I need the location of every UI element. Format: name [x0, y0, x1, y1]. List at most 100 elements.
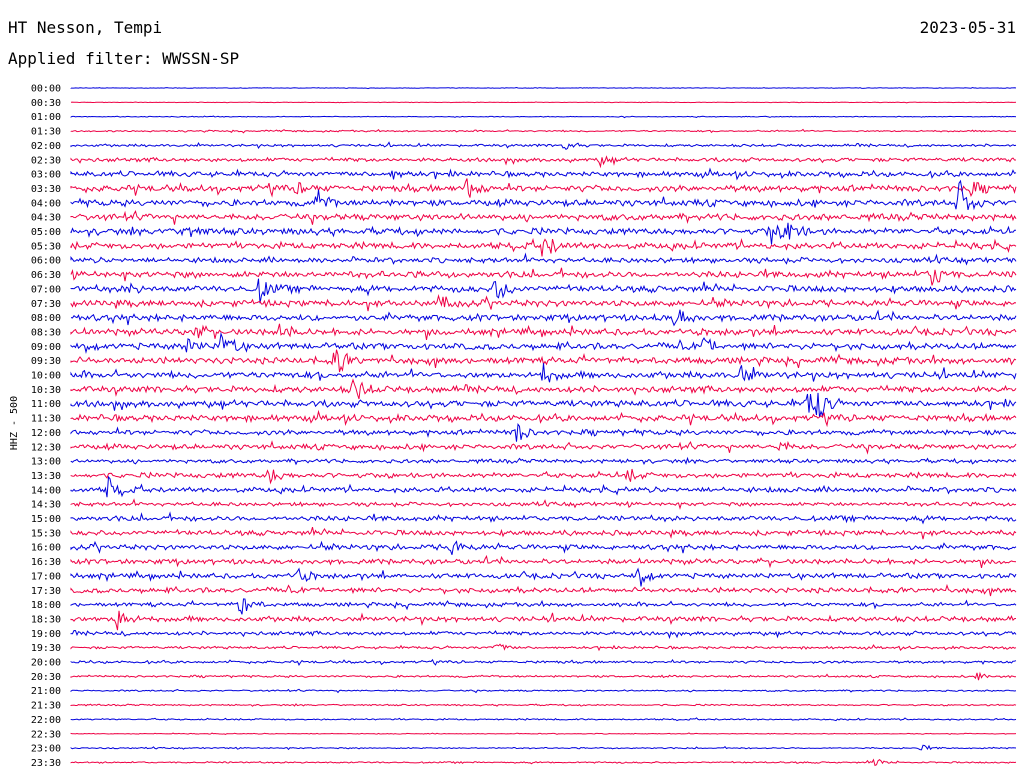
row-time-label: 08:30: [31, 327, 61, 338]
trace-line: [70, 392, 1017, 418]
trace-line: [70, 475, 1017, 498]
trace-line: [70, 237, 1017, 257]
row-time-label: 19:00: [31, 629, 61, 640]
trace-line: [70, 688, 1017, 694]
row-time-label: 17:00: [31, 571, 61, 582]
row-time-label: 16:00: [31, 543, 61, 554]
trace-line: [70, 610, 1017, 631]
row-time-label: 02:00: [31, 141, 61, 152]
row-time-label: 13:00: [31, 457, 61, 468]
row-time-label: 17:30: [31, 586, 61, 597]
row-time-label: 11:00: [31, 399, 61, 410]
row-time-label: 20:00: [31, 658, 61, 669]
row-time-label: 09:30: [31, 356, 61, 367]
trace-line: [70, 378, 1017, 400]
row-time-label: 21:30: [31, 701, 61, 712]
trace-line: [70, 758, 1017, 767]
trace-line: [70, 252, 1017, 266]
row-time-label: 19:30: [31, 643, 61, 654]
date-label: 2023-05-31: [919, 18, 1016, 37]
row-time-label: 00:30: [31, 98, 61, 109]
row-time-label: 18:30: [31, 614, 61, 625]
row-time-label: 21:00: [31, 686, 61, 697]
trace-line: [70, 468, 1017, 485]
trace-line: [70, 363, 1017, 383]
trace-line: [70, 440, 1017, 455]
trace-line: [70, 511, 1017, 525]
trace-line: [70, 598, 1017, 615]
row-time-label: 12:30: [31, 442, 61, 453]
trace-line: [70, 331, 1017, 354]
row-time-label: 05:30: [31, 241, 61, 252]
trace-line: [70, 744, 1017, 751]
row-time-label: 06:00: [31, 256, 61, 267]
trace-line: [70, 456, 1017, 466]
row-time-label: 07:30: [31, 299, 61, 310]
row-time-label: 14:00: [31, 485, 61, 496]
row-time-label: 15:30: [31, 528, 61, 539]
row-time-label: 04:00: [31, 198, 61, 209]
trace-line: [70, 671, 1017, 681]
trace-line: [70, 349, 1017, 373]
trace-line: [70, 209, 1017, 225]
row-time-label: 20:30: [31, 672, 61, 683]
row-time-label: 15:00: [31, 514, 61, 525]
row-time-label: 22:00: [31, 715, 61, 726]
trace-line: [70, 309, 1017, 327]
trace-line: [70, 101, 1017, 104]
row-time-label: 14:30: [31, 500, 61, 511]
trace-line: [70, 128, 1016, 134]
trace-line: [70, 540, 1017, 555]
row-time-label: 07:00: [31, 284, 61, 295]
trace-line: [70, 293, 1017, 312]
trace-line: [70, 115, 1017, 119]
row-time-label: 04:30: [31, 213, 61, 224]
row-time-label: 00:00: [31, 84, 61, 95]
row-time-label: 12:00: [31, 428, 61, 439]
trace-line: [70, 629, 1017, 640]
trace-line: [70, 278, 1017, 304]
row-time-label: 06:30: [31, 270, 61, 281]
row-time-label: 09:00: [31, 342, 61, 353]
trace-line: [70, 526, 1017, 540]
row-time-label: 11:30: [31, 414, 61, 425]
trace-line: [70, 141, 1017, 150]
trace-line: [70, 643, 1017, 652]
trace-line: [70, 732, 1017, 735]
trace-line: [70, 583, 1017, 597]
trace-line: [70, 179, 1017, 211]
station-title: HT Nesson, Tempi: [8, 18, 163, 37]
row-time-label: 08:00: [31, 313, 61, 324]
row-time-label: 02:30: [31, 155, 61, 166]
trace-line: [70, 658, 1017, 666]
trace-line: [70, 267, 1017, 286]
row-time-label: 03:30: [31, 184, 61, 195]
row-time-label: 01:30: [31, 127, 61, 138]
row-time-label: 03:00: [31, 170, 61, 181]
trace-line: [70, 567, 1017, 587]
y-axis-label: HHZ - 500: [9, 396, 20, 450]
row-time-label: 10:00: [31, 371, 61, 382]
row-time-label: 18:00: [31, 600, 61, 611]
row-time-label: 13:30: [31, 471, 61, 482]
trace-line: [70, 167, 1017, 181]
trace-line: [70, 155, 1016, 169]
row-time-label: 16:30: [31, 557, 61, 568]
trace-line: [70, 86, 1017, 90]
filter-label: Applied filter: WWSSN-SP: [8, 49, 240, 68]
trace-line: [70, 498, 1017, 510]
trace-line: [70, 178, 1017, 198]
row-time-label: 23:00: [31, 744, 61, 755]
trace-line: [70, 222, 1016, 245]
trace-line: [70, 703, 1017, 707]
row-time-label: 01:00: [31, 112, 61, 123]
trace-line: [70, 323, 1017, 340]
row-time-label: 10:30: [31, 385, 61, 396]
row-time-label: 05:00: [31, 227, 61, 238]
row-time-label: 23:30: [31, 758, 61, 769]
trace-line: [70, 422, 1017, 442]
trace-line: [70, 554, 1017, 569]
trace-line: [70, 717, 1017, 722]
row-time-label: 22:30: [31, 729, 61, 740]
